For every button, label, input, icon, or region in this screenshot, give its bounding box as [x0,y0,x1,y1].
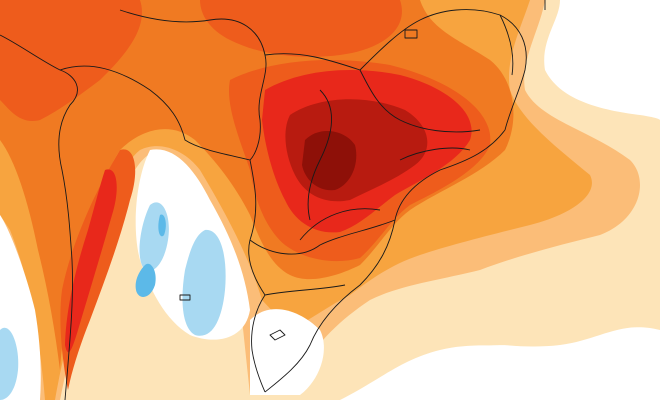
border-andes-north [59,65,251,161]
cold-anomaly-3 [0,327,19,400]
cold-anomaly-2 [182,229,226,336]
border-coast-west [0,34,78,400]
border-paraguay [249,159,396,255]
border-coast-east [264,129,506,393]
neutral-area-south [250,309,324,395]
borders [0,0,546,400]
neutral-area-southeast [410,340,660,400]
border-states-south [299,147,471,241]
border-uruguay-argentina [248,239,346,393]
cold-anomaly-1-core [135,263,156,297]
anomaly-band-red-orange-top [200,0,402,57]
anomaly-band-red-orange-north [0,0,142,121]
anomaly-band-deep-red [302,130,357,191]
cold-anomaly-2-core [158,214,166,237]
border-states-north [264,9,527,131]
anomaly-band-red-orange-andes [60,149,136,390]
border-bolivia [119,9,267,161]
border-states-center [307,69,481,221]
anomaly-band-red-andes [65,169,117,353]
neutral-area-northeast [560,0,660,100]
border-lakes [179,29,418,341]
border-northeast [499,0,546,76]
